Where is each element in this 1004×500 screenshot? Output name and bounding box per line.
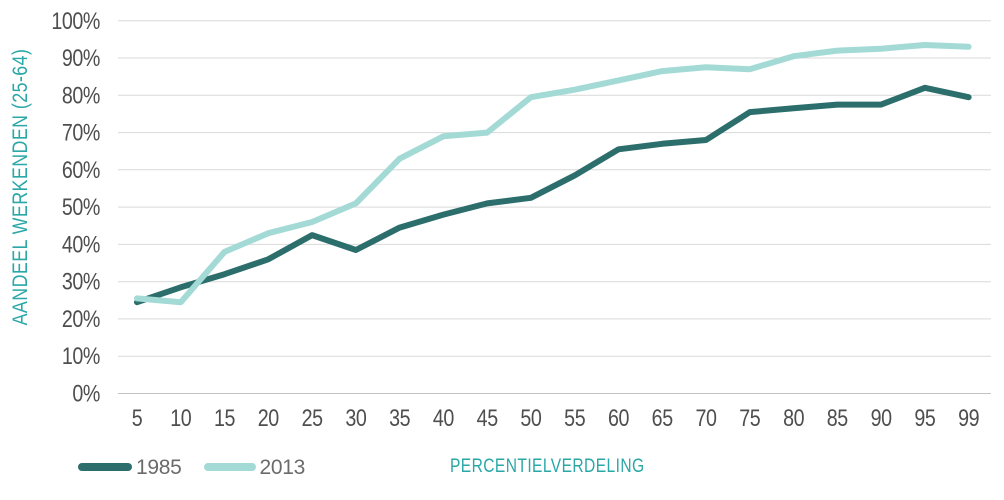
- x-tick-label: 70: [695, 404, 716, 431]
- x-tick-label: 20: [258, 404, 279, 431]
- x-tick-label: 99: [958, 404, 979, 431]
- y-tick-label: 70%: [62, 119, 100, 146]
- x-tick-label: 85: [827, 404, 848, 431]
- series-line-1985: [134, 84, 972, 306]
- y-tick-label: 10%: [62, 342, 100, 369]
- y-tick-label: 90%: [62, 44, 100, 71]
- x-tick-label: 10: [170, 404, 191, 431]
- x-tick-label: 60: [608, 404, 629, 431]
- x-tick-label: 50: [520, 404, 541, 431]
- y-tick-label: 60%: [62, 156, 100, 183]
- y-tick-label: 20%: [62, 305, 100, 332]
- y-tick-label: 80%: [62, 81, 100, 108]
- x-tick-label: 75: [739, 404, 760, 431]
- y-tick-label: 40%: [62, 231, 100, 258]
- x-tick-label: 15: [214, 404, 235, 431]
- x-tick-label: 30: [345, 404, 366, 431]
- y-tick-label: 30%: [62, 268, 100, 295]
- series-line-2013: [134, 42, 972, 306]
- legend-swatch-2013: [203, 463, 256, 471]
- x-tick-label: 35: [389, 404, 410, 431]
- x-tick-label: 55: [564, 404, 585, 431]
- x-tick-label: 90: [871, 404, 892, 431]
- x-tick-label: 40: [433, 404, 454, 431]
- y-tick-label: 0%: [72, 380, 100, 407]
- y-tick-label: 50%: [62, 193, 100, 220]
- y-tick-label: 100%: [51, 7, 100, 34]
- legend: 1985 2013: [78, 455, 327, 479]
- x-tick-label: 80: [783, 404, 804, 431]
- x-tick-label: 95: [914, 404, 935, 431]
- legend-swatch-1985: [78, 463, 132, 471]
- x-tick-label: 5: [132, 404, 143, 431]
- x-tick-label: 65: [652, 404, 673, 431]
- legend-label-1985: 1985: [136, 455, 182, 479]
- x-tick-label: 45: [477, 404, 498, 431]
- y-axis-title: AANDEEL WERKENDEN (25-64): [9, 48, 32, 326]
- x-axis-title: PERCENTIELVERDELING: [450, 456, 645, 477]
- x-tick-label: 25: [302, 404, 323, 431]
- legend-label-2013: 2013: [259, 455, 306, 479]
